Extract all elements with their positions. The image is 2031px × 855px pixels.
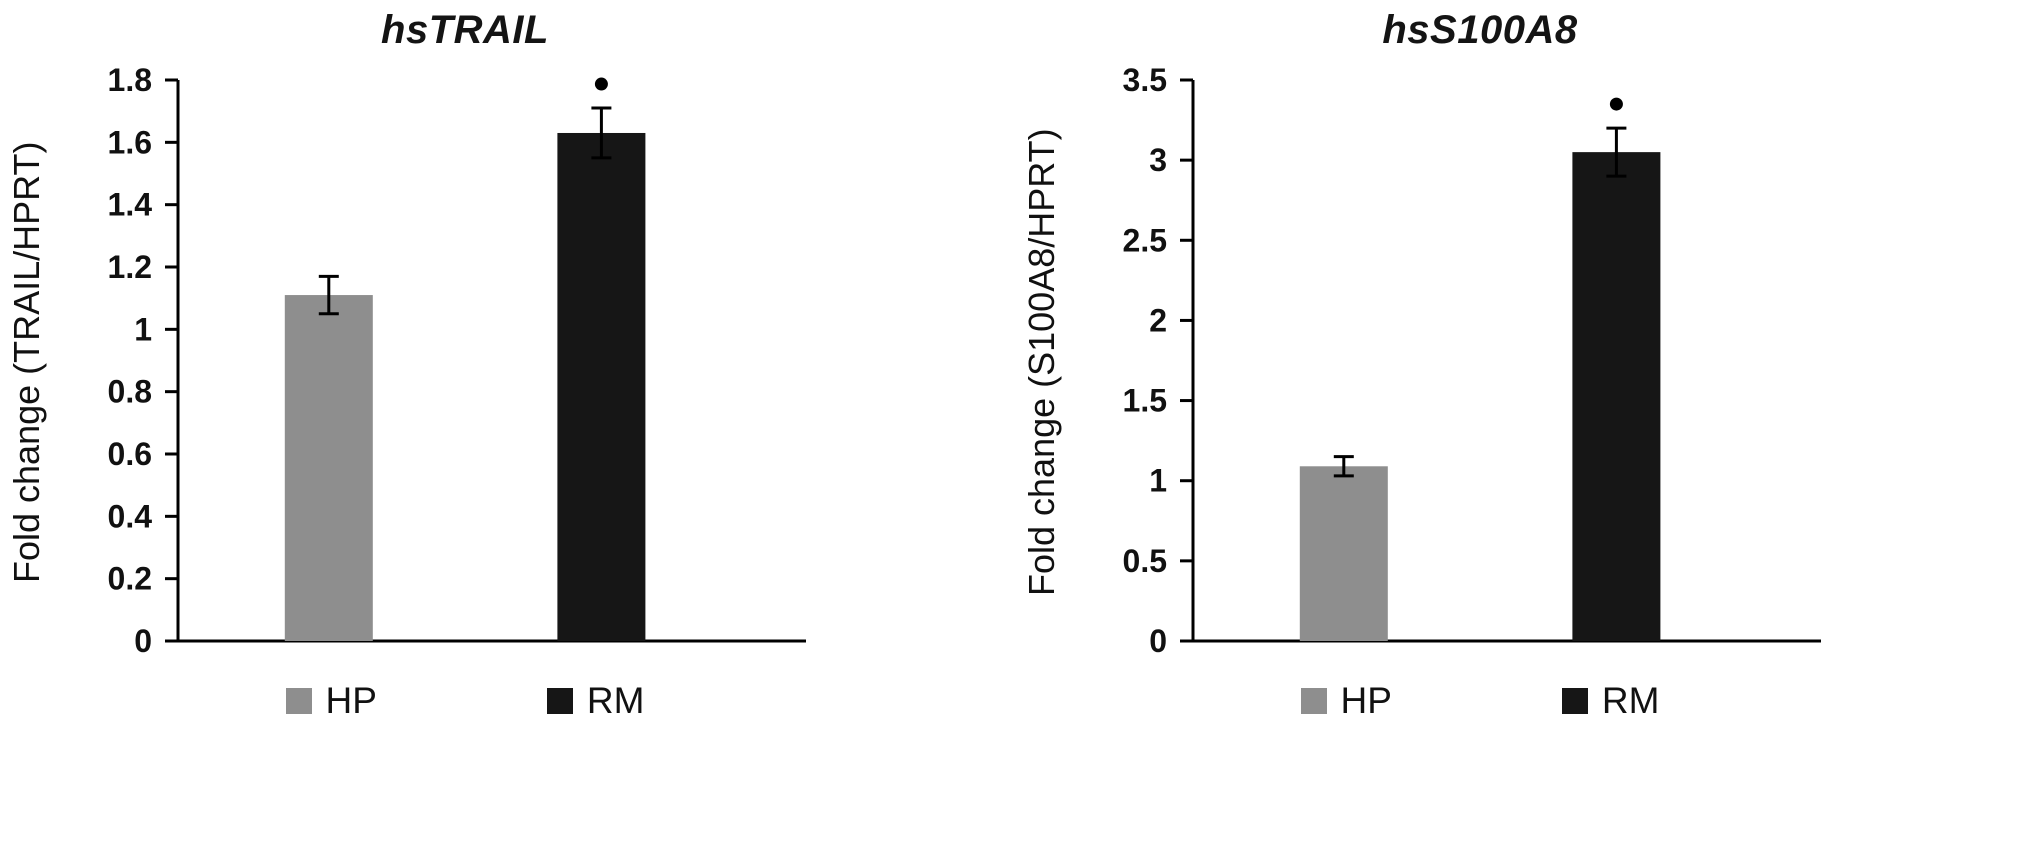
bar-rm xyxy=(1572,152,1661,641)
significance-dot xyxy=(594,77,608,91)
bar-chart: 0 0.5 1 1.5 2 2.5 3 3.5 xyxy=(1123,62,1821,659)
tick-label: 1.6 xyxy=(108,124,152,160)
tick-label: 1.4 xyxy=(108,187,153,223)
tick-label: 1.8 xyxy=(108,62,152,98)
tick-label: 0.2 xyxy=(108,561,152,597)
chart-figure-hstrail: hsTRAIL Fold change (TRAIL/HPRT) 0 0.2 0.4… xyxy=(0,0,1015,855)
legend: HP RM xyxy=(0,680,930,722)
y-axis-label: Fold change (S100A8/HPRT) xyxy=(1021,128,1062,596)
bar-chart: 0 0.2 0.4 0.6 0.8 1 1.2 1.4 1.6 1.8 xyxy=(108,62,806,659)
tick-label: 0.6 xyxy=(108,436,152,472)
plot-area: Fold change (S100A8/HPRT) 0 0.5 1 1.5 2 2.5 3 3… xyxy=(1015,56,1929,668)
legend-swatch-hp xyxy=(285,688,312,714)
legend-item-rm: RM xyxy=(546,680,645,722)
legend-label-hp: HP xyxy=(325,680,377,721)
tick-label: 1 xyxy=(1149,463,1167,499)
tick-label: 0.8 xyxy=(108,374,152,410)
bar-hp xyxy=(1299,466,1388,641)
tick-label: 0 xyxy=(1149,623,1167,659)
tick-label: 3 xyxy=(1149,142,1167,178)
y-axis-label: Fold change (TRAIL/HPRT) xyxy=(6,141,47,583)
legend-swatch-rm xyxy=(1561,688,1588,714)
tick-label: 1.2 xyxy=(108,249,152,285)
legend-item-hp: HP xyxy=(1300,680,1392,722)
legend-swatch-hp xyxy=(1300,688,1327,714)
bar-hp xyxy=(284,295,373,641)
significance-dot xyxy=(1609,97,1623,111)
chart-title: hsS100A8 xyxy=(1382,8,1578,52)
tick-label: 0 xyxy=(134,623,152,659)
legend-label-hp: HP xyxy=(1340,680,1392,721)
plot-area: Fold change (TRAIL/HPRT) 0 0.2 0.4 0.6 0.8 1 1… xyxy=(0,56,914,668)
tick-label: 2 xyxy=(1149,302,1167,338)
legend-label-rm: RM xyxy=(1601,680,1660,721)
tick-label: 3.5 xyxy=(1123,62,1167,98)
legend-item-rm: RM xyxy=(1561,680,1660,722)
tick-label: 0.5 xyxy=(1123,543,1167,579)
legend-item-hp: HP xyxy=(285,680,377,722)
tick-label: 2.5 xyxy=(1123,222,1167,258)
tick-label: 0.4 xyxy=(108,498,153,534)
legend-label-rm: RM xyxy=(586,680,645,721)
tick-label: 1.5 xyxy=(1123,383,1167,419)
legend: HP RM xyxy=(1015,680,1945,722)
legend-swatch-rm xyxy=(546,688,573,714)
chart-title: hsTRAIL xyxy=(381,8,549,52)
chart-figure-hss100a8: hsS100A8 Fold change (S100A8/HPRT) 0 0.5 1… xyxy=(1015,0,2030,855)
tick-label: 1 xyxy=(134,311,152,347)
bar-rm xyxy=(557,132,646,641)
